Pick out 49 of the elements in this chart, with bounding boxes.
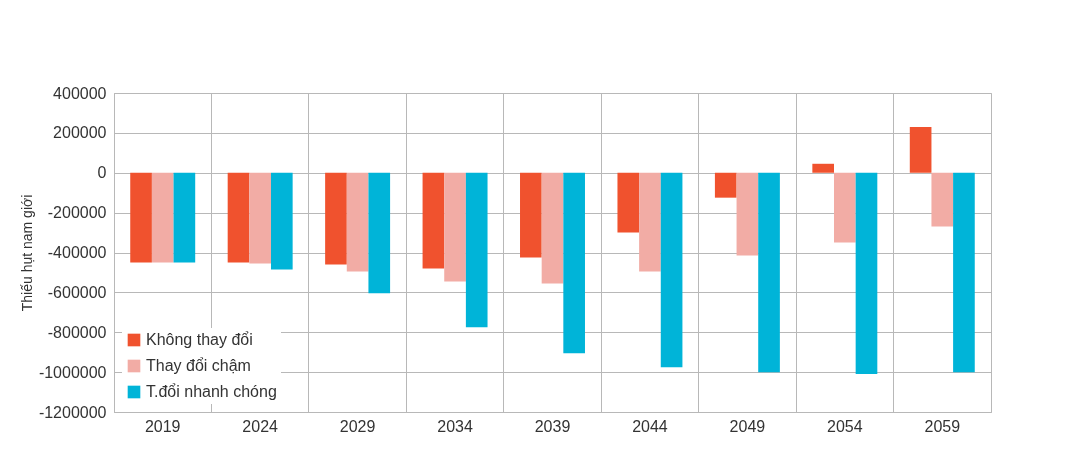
- bar: [812, 163, 835, 173]
- bar: [249, 172, 271, 264]
- y-tick-label: 400000: [53, 84, 107, 102]
- bar: [909, 126, 932, 173]
- x-tick-label: 2044: [632, 417, 668, 435]
- bar: [931, 172, 954, 227]
- bar: [541, 172, 564, 284]
- x-tick-label: 2054: [827, 417, 863, 435]
- bar: [617, 172, 640, 233]
- bar: [368, 172, 391, 294]
- x-tick-label: 2024: [242, 417, 279, 435]
- bar: [173, 172, 196, 263]
- bar: [130, 172, 152, 263]
- bar: [953, 172, 975, 373]
- y-tick-label: -400000: [47, 244, 107, 261]
- bar: [346, 172, 369, 272]
- y-tick-label: -200000: [47, 204, 107, 222]
- legend-label: T.đổi nhanh chóng: [146, 383, 277, 400]
- y-tick-label: 0: [97, 164, 107, 182]
- x-tick-label: 2019: [144, 417, 181, 435]
- x-tick-label: 2034: [437, 417, 473, 435]
- bar: [736, 172, 759, 256]
- x-tick-label: 2049: [729, 417, 766, 435]
- y-tick-label: -800000: [47, 323, 107, 341]
- y-tick-label: 200000: [53, 124, 107, 142]
- legend-label: Không thay đổi: [146, 331, 253, 348]
- x-tick-label: 2059: [924, 417, 961, 435]
- y-tick-label: -1200000: [38, 403, 107, 421]
- bar: [465, 172, 488, 328]
- y-tick-label: -600000: [47, 283, 107, 301]
- y-axis-title: Thiếu hụt nam giới: [18, 194, 35, 312]
- bar: [444, 172, 466, 282]
- bar: [270, 172, 293, 270]
- bar: [151, 172, 174, 263]
- bar: [325, 172, 347, 265]
- bar: [855, 172, 878, 375]
- bar: [639, 172, 661, 272]
- bar: [834, 172, 856, 243]
- bar: [422, 172, 445, 269]
- bar: [520, 172, 542, 258]
- bar: [714, 172, 737, 198]
- y-tick-label: -1000000: [38, 363, 107, 381]
- x-tick-label: 2029: [339, 417, 376, 435]
- bar: [660, 172, 683, 368]
- bar: [758, 172, 780, 373]
- bar: [227, 172, 250, 263]
- bar: [563, 172, 585, 354]
- x-tick-label: 2039: [534, 417, 571, 435]
- legend-label: Thay đổi chậm: [146, 357, 251, 374]
